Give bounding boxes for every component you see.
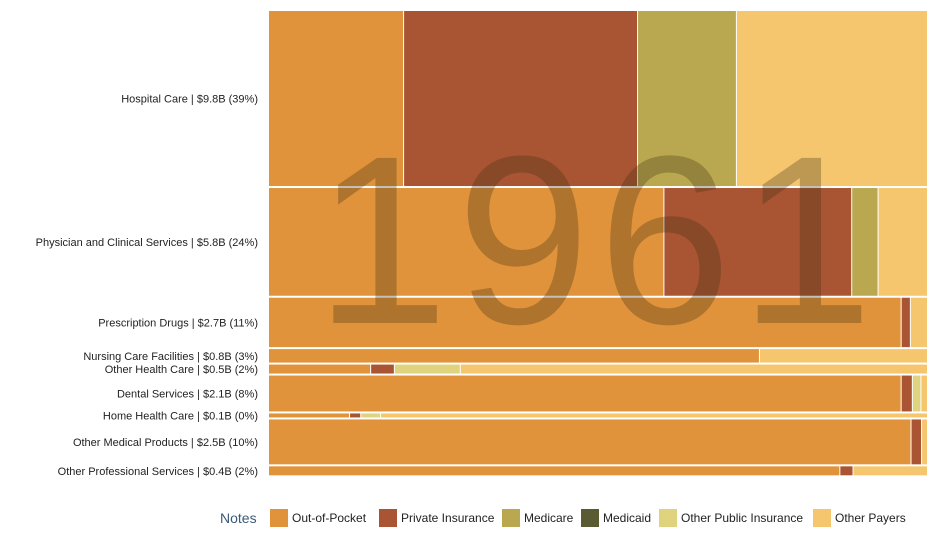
mosaic-cell[interactable] [460, 364, 927, 374]
legend-swatch [502, 509, 520, 527]
mosaic-cell[interactable] [878, 188, 927, 296]
mosaic-cell[interactable] [269, 419, 911, 465]
mosaic-cell[interactable] [269, 466, 840, 476]
mosaic-cell[interactable] [912, 375, 921, 412]
legend-swatch [813, 509, 831, 527]
legend-label: Medicaid [603, 511, 652, 525]
legend-swatch [270, 509, 288, 527]
category-label: Home Health Care | $0.1B (0%) [103, 410, 258, 422]
mosaic-cell[interactable] [361, 413, 381, 418]
chart-svg: Hospital Care | $9.8B (39%) Physician and… [36, 11, 927, 478]
mosaic-cell[interactable] [269, 413, 350, 418]
category-label: Hospital Care | $9.8B (39%) [121, 94, 258, 106]
mosaic-cell[interactable] [404, 11, 638, 187]
mosaic-cell[interactable] [853, 466, 927, 476]
mosaic-cell[interactable] [394, 364, 460, 374]
mosaic-cell[interactable] [911, 419, 922, 465]
legend-item[interactable]: Medicare [502, 508, 573, 528]
legend-label: Other Public Insurance [681, 511, 804, 525]
category-label: Other Health Care | $0.5B (2%) [105, 364, 258, 376]
legend-label: Out-of-Pocket [292, 511, 367, 525]
legend-item[interactable]: Out-of-Pocket [270, 508, 366, 528]
category-label: Other Professional Services | $0.4B (2%) [58, 466, 258, 478]
mosaic-cell[interactable] [921, 375, 927, 412]
mosaic-cell[interactable] [269, 364, 371, 374]
mosaic-cell[interactable] [350, 413, 361, 418]
mosaic-cell[interactable] [269, 188, 664, 296]
mosaic-cell[interactable] [922, 419, 927, 465]
legend-item[interactable]: Other Payers [813, 508, 906, 528]
mosaic-cell[interactable] [852, 188, 878, 296]
mosaic-cell[interactable] [269, 297, 901, 348]
legend-item[interactable]: Private Insurance [379, 508, 494, 528]
category-label: Prescription Drugs | $2.7B (11%) [98, 317, 258, 329]
mosaic-cell[interactable] [269, 375, 901, 412]
legend-item[interactable]: Other Public Insurance [659, 508, 803, 528]
mosaic-cell[interactable] [269, 349, 759, 363]
mosaic-cell[interactable] [371, 364, 394, 374]
category-label: Physician and Clinical Services | $5.8B … [36, 237, 258, 249]
mosaic-cell[interactable] [638, 11, 736, 187]
legend-item[interactable]: Medicaid [581, 508, 651, 528]
category-label: Nursing Care Facilities | $0.8B (3%) [83, 351, 258, 363]
mosaic-cell[interactable] [736, 11, 927, 187]
legend-label: Medicare [524, 511, 574, 525]
mosaic-cell[interactable] [910, 297, 927, 348]
mosaic-cell[interactable] [381, 413, 927, 418]
legend-title[interactable]: Notes [220, 510, 257, 526]
mosaic-cell[interactable] [840, 466, 853, 476]
legend-swatch [659, 509, 677, 527]
legend-label: Other Payers [835, 511, 906, 525]
mosaic-cell[interactable] [269, 11, 404, 187]
legend-swatch [379, 509, 397, 527]
category-label: Other Medical Products | $2.5B (10%) [73, 437, 258, 449]
legend: Notes Out-of-Pocket Private Insurance Medi… [0, 506, 947, 530]
mosaic-cell[interactable] [901, 297, 910, 348]
category-label: Dental Services | $2.1B (8%) [117, 389, 258, 401]
mosaic-cell[interactable] [664, 188, 852, 296]
mosaic-cell[interactable] [901, 375, 912, 412]
legend-label: Private Insurance [401, 511, 495, 525]
legend-swatch [581, 509, 599, 527]
mosaic-cell[interactable] [759, 349, 927, 363]
